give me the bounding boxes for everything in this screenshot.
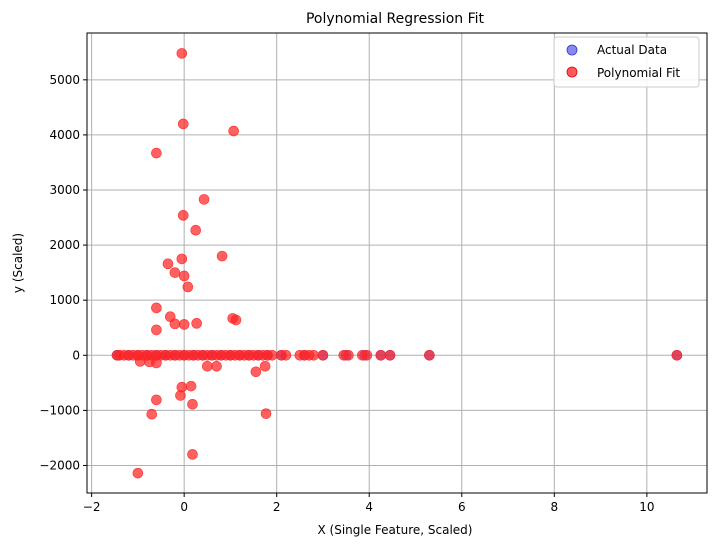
- y-tick-label: 0: [72, 348, 80, 362]
- data-point: [343, 349, 354, 361]
- data-point: [259, 360, 271, 372]
- data-point: [132, 467, 144, 479]
- data-point: [266, 349, 278, 361]
- data-points: [111, 48, 683, 479]
- data-point: [211, 360, 222, 372]
- data-point: [151, 324, 162, 336]
- legend: Actual Data Polynomial Fit: [553, 36, 700, 88]
- legend-marker-fit: [566, 66, 578, 78]
- data-point: [177, 118, 189, 130]
- y-tick-label: 4000: [49, 128, 80, 142]
- y-tick-label: −2000: [39, 458, 80, 472]
- data-point: [228, 125, 239, 137]
- x-tick-label: −2: [83, 500, 101, 514]
- data-point: [178, 270, 190, 282]
- legend-label-actual: Actual Data: [597, 43, 667, 57]
- y-tick-label: −1000: [39, 403, 80, 417]
- series-polynomial-fit: [111, 48, 683, 479]
- data-point: [176, 48, 188, 59]
- data-point: [191, 318, 202, 329]
- data-point: [187, 399, 198, 410]
- x-tick-label: 4: [365, 500, 373, 514]
- legend-marker-actual: [566, 44, 578, 56]
- chart-title: Polynomial Regression Fit: [306, 11, 485, 27]
- data-point: [280, 349, 292, 361]
- data-point: [375, 349, 387, 361]
- y-axis-label: y (Scaled): [11, 233, 25, 293]
- data-point: [151, 147, 162, 159]
- x-tick-label: 6: [458, 500, 466, 514]
- y-tick-label: 5000: [49, 73, 80, 87]
- data-point: [162, 258, 174, 270]
- data-point: [361, 349, 373, 361]
- data-point: [178, 319, 190, 330]
- y-tick-label: 2000: [49, 238, 80, 252]
- data-point: [175, 390, 186, 401]
- data-point: [176, 253, 188, 265]
- data-point: [308, 349, 320, 361]
- data-point: [169, 267, 181, 278]
- x-axis-label: X (Single Feature, Scaled): [318, 523, 473, 537]
- data-point: [182, 281, 194, 293]
- x-tick-label: 10: [639, 500, 654, 514]
- y-tick-label: 1000: [49, 293, 80, 307]
- grid: [87, 33, 707, 493]
- axis-ticks: −2 0 2 4 6 8 10 −2000 −1000 0 1000 2000 3000 4000 5000: [39, 73, 654, 514]
- data-point: [185, 380, 197, 392]
- data-point: [230, 314, 242, 326]
- data-point: [260, 408, 272, 419]
- data-point: [317, 349, 329, 361]
- y-tick-label: 3000: [49, 183, 80, 197]
- data-point: [671, 349, 683, 361]
- x-tick-label: 2: [273, 500, 281, 514]
- data-point: [187, 449, 198, 460]
- plot-frame: [86, 32, 708, 494]
- data-point: [177, 210, 189, 221]
- data-point: [146, 408, 158, 420]
- data-point: [169, 318, 181, 330]
- legend-label-fit: Polynomial Fit: [597, 66, 680, 80]
- data-point: [151, 394, 162, 406]
- data-point: [151, 302, 162, 314]
- data-point: [384, 349, 396, 361]
- data-point: [201, 360, 213, 372]
- data-point: [216, 250, 228, 262]
- data-point: [198, 194, 210, 205]
- data-point: [424, 349, 435, 361]
- legend-box: [553, 36, 700, 88]
- x-tick-label: 8: [550, 500, 558, 514]
- data-point: [250, 366, 262, 378]
- x-tick-label: 0: [180, 500, 188, 514]
- data-point: [190, 224, 202, 236]
